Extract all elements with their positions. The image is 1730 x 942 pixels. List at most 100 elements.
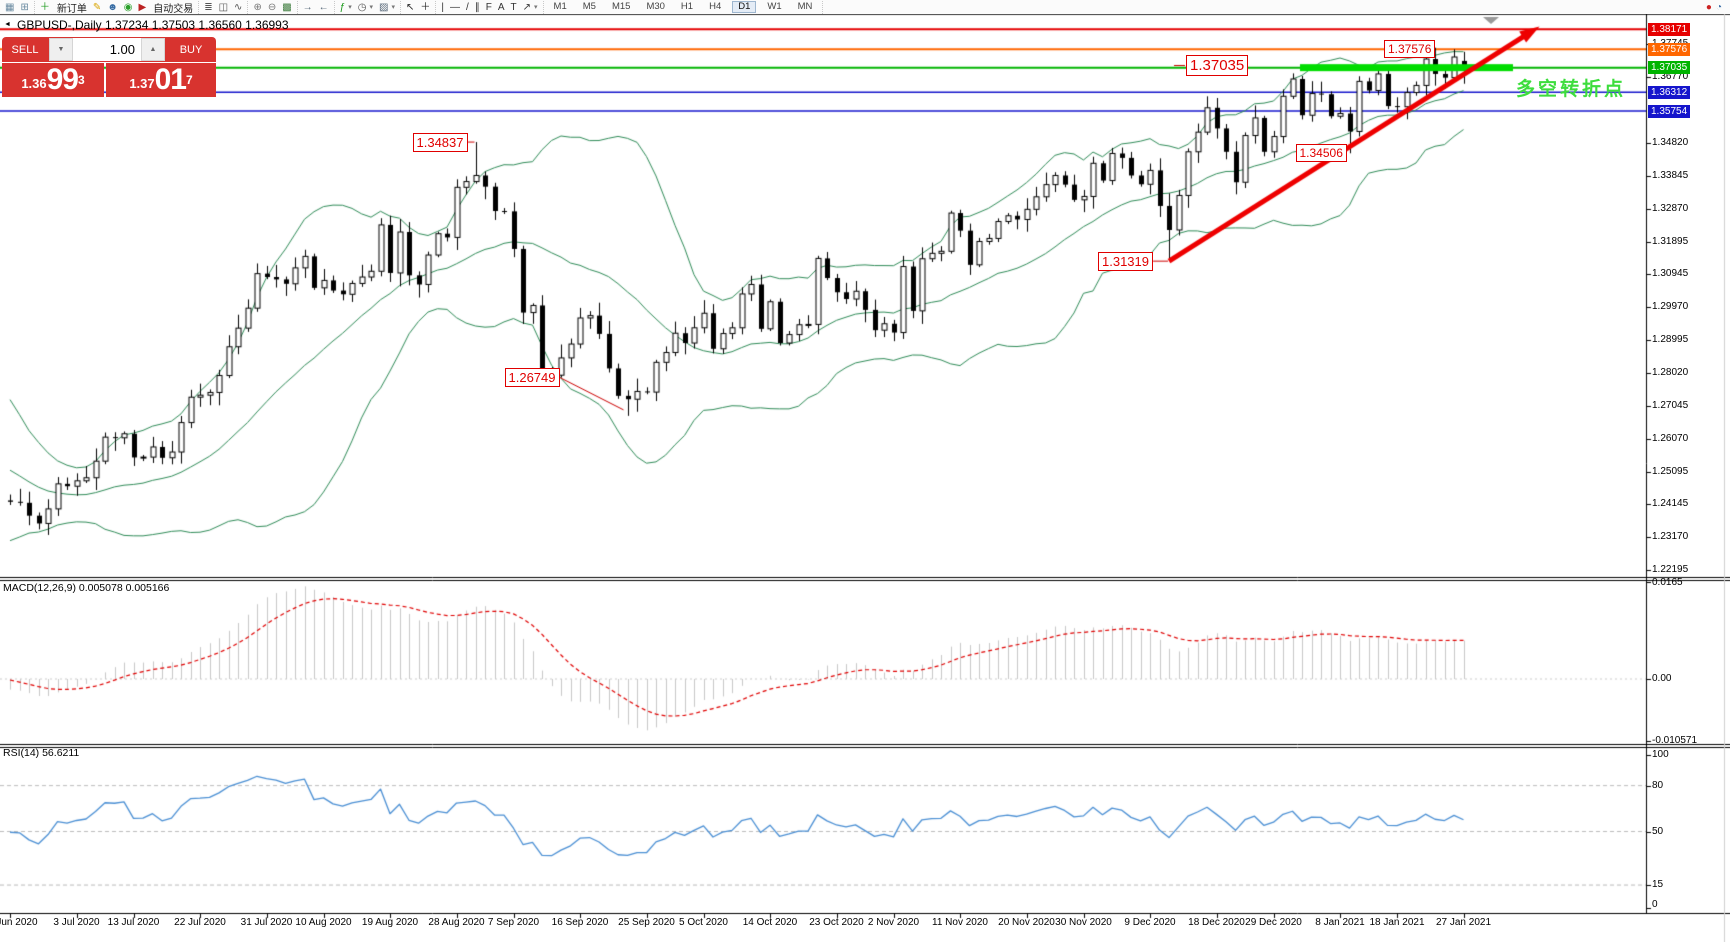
price-annotation-label[interactable]: 1.37035 bbox=[1186, 55, 1249, 76]
macd-axis-tick: 0.00 bbox=[1652, 673, 1672, 684]
volume-input[interactable]: 1.00 bbox=[109, 42, 135, 57]
timeframe-d1-button[interactable]: D1 bbox=[732, 1, 757, 13]
price-annotation-label[interactable]: 1.34837 bbox=[412, 132, 468, 152]
periods-caret[interactable]: ▾ bbox=[369, 4, 373, 11]
buy-price-pipette: 7 bbox=[186, 73, 193, 87]
vline-icon[interactable]: | bbox=[441, 1, 444, 13]
timeframe-m15-button[interactable]: M15 bbox=[611, 1, 631, 12]
rsi-axis-tick: 80 bbox=[1652, 779, 1664, 791]
time-axis-label: 14 Oct 2020 bbox=[742, 917, 798, 928]
time-axis-label: 5 Oct 2020 bbox=[679, 917, 728, 928]
price-line-label: 1.35754 bbox=[1648, 104, 1691, 118]
price-axis-tick: 1.29970 bbox=[1652, 300, 1689, 312]
time-axis-label: 22 Jul 2020 bbox=[174, 917, 226, 928]
buy-price-big: 01 bbox=[154, 63, 187, 96]
macd-indicator-label: MACD(12,26,9) 0.005078 0.005166 bbox=[3, 582, 170, 594]
market-watch-icon[interactable]: ⊞ bbox=[20, 1, 29, 13]
time-axis-label: 28 Aug 2020 bbox=[428, 917, 485, 928]
candlestick-chart-icon[interactable]: ◫ bbox=[218, 1, 229, 13]
bar-chart-icon[interactable]: ≣ bbox=[204, 1, 213, 13]
price-axis-tick: 1.26070 bbox=[1652, 432, 1689, 444]
mql-help-icon[interactable]: ◔ bbox=[1715, 1, 1722, 13]
time-axis-label: 27 Jan 2021 bbox=[1435, 917, 1492, 928]
crayon-icon[interactable]: ✎ bbox=[92, 1, 102, 13]
price-axis-tick: 1.34820 bbox=[1652, 136, 1689, 148]
chinese-annotation-text[interactable]: 多空转折点 bbox=[1516, 79, 1627, 100]
sell-price-prefix: 1.36 bbox=[21, 76, 47, 91]
arrows-icon[interactable]: ↗ bbox=[522, 1, 532, 13]
hline-icon[interactable]: — bbox=[449, 1, 460, 13]
new-order-label[interactable]: 新订单 bbox=[56, 3, 87, 15]
price-line-label: 1.37035 bbox=[1648, 61, 1691, 75]
timeframe-m1-button[interactable]: M1 bbox=[553, 1, 567, 12]
trendline-icon[interactable]: / bbox=[465, 1, 469, 13]
profile-icon[interactable]: ☻ bbox=[107, 1, 118, 13]
time-axis-label: 11 Nov 2020 bbox=[932, 917, 988, 928]
volume-spinner: ▼ 1.00 ▲ bbox=[48, 37, 166, 62]
price-axis-tick: 1.24145 bbox=[1652, 497, 1689, 509]
chart-shift-icon[interactable]: ← bbox=[318, 1, 329, 13]
tile-windows-icon[interactable]: ▩ bbox=[282, 1, 292, 13]
chart-window-icon[interactable]: ▦ bbox=[5, 1, 15, 13]
autotrade-label[interactable]: 自动交易 bbox=[153, 3, 194, 15]
price-axis-tick: 1.36770 bbox=[1652, 70, 1689, 82]
templates-icon[interactable]: ▨ bbox=[379, 1, 389, 13]
volume-up-button[interactable]: ▲ bbox=[141, 38, 165, 61]
line-chart-icon[interactable]: ∿ bbox=[234, 1, 243, 13]
price-axis-tick: 1.33845 bbox=[1652, 169, 1689, 181]
price-annotation-label[interactable]: 1.26749 bbox=[504, 367, 560, 387]
timeframe-h4-button[interactable]: H4 bbox=[709, 1, 722, 12]
time-axis-label: 20 Nov 2020 bbox=[998, 917, 1055, 928]
new-order-icon[interactable]: ＋ bbox=[39, 1, 50, 13]
price-axis-tick: 1.25095 bbox=[1652, 465, 1689, 477]
time-axis-label: 8 Jan 2021 bbox=[1315, 917, 1365, 928]
time-axis-label: 18 Jan 2021 bbox=[1369, 917, 1425, 928]
indicators-caret[interactable]: ▾ bbox=[348, 4, 352, 11]
buy-price-button[interactable]: 1.37 01 7 bbox=[106, 63, 216, 97]
auto-scroll-icon[interactable]: → bbox=[302, 1, 313, 13]
macd-axis-tick: -0.010571 bbox=[1652, 735, 1698, 747]
signal-icon[interactable]: ◉ bbox=[123, 1, 133, 13]
text-icon[interactable]: A bbox=[497, 1, 505, 13]
price-axis-tick: 1.32870 bbox=[1652, 202, 1689, 214]
time-axis-label: 10 Aug 2020 bbox=[295, 917, 352, 928]
price-axis-tick: 1.28020 bbox=[1652, 366, 1689, 378]
fibonacci-icon[interactable]: F bbox=[485, 1, 492, 13]
timeframe-mn-button[interactable]: MN bbox=[797, 1, 813, 12]
buy-price-prefix: 1.37 bbox=[129, 76, 155, 91]
zoom-in-icon[interactable]: ⊕ bbox=[253, 1, 262, 13]
price-annotation-label[interactable]: 1.37576 bbox=[1384, 40, 1436, 58]
one-click-trade-panel: SELL ▼ 1.00 ▲ BUY 1.36 99 3 1.37 01 7 bbox=[2, 37, 216, 97]
time-axis-label: 2 Nov 2020 bbox=[867, 917, 920, 928]
crosshair-icon[interactable]: ＋ bbox=[420, 1, 431, 13]
channel-icon[interactable]: ∥ bbox=[474, 1, 480, 13]
price-axis-tick: 1.30945 bbox=[1652, 267, 1689, 279]
sell-price-pipette: 3 bbox=[78, 73, 85, 87]
timeframe-m30-button[interactable]: M30 bbox=[646, 1, 665, 12]
arrows-caret[interactable]: ▾ bbox=[534, 4, 538, 11]
price-annotation-label[interactable]: 1.31319 bbox=[1098, 251, 1153, 271]
timeframe-w1-button[interactable]: W1 bbox=[767, 1, 782, 12]
timeframe-h1-button[interactable]: H1 bbox=[680, 1, 694, 12]
templates-caret[interactable]: ▾ bbox=[391, 4, 395, 11]
sell-price-button[interactable]: 1.36 99 3 bbox=[2, 63, 104, 97]
price-annotation-label[interactable]: 1.34506 bbox=[1295, 144, 1347, 163]
cursor-icon[interactable]: ↖ bbox=[405, 1, 415, 13]
price-axis-tick: 1.22195 bbox=[1652, 564, 1689, 575]
time-axis-label: 29 Dec 2020 bbox=[1245, 917, 1302, 928]
price-line-label: 1.38171 bbox=[1648, 22, 1691, 36]
rsi-axis-tick: 0 bbox=[1652, 899, 1658, 910]
community-icon[interactable]: ● bbox=[1705, 1, 1712, 13]
rsi-axis-tick: 15 bbox=[1652, 879, 1664, 891]
label-icon[interactable]: T bbox=[510, 1, 517, 13]
sell-button[interactable]: SELL bbox=[2, 37, 48, 62]
zoom-out-icon[interactable]: ⊖ bbox=[267, 1, 277, 13]
autotrade-icon[interactable]: ▶ bbox=[138, 1, 147, 13]
volume-down-button[interactable]: ▼ bbox=[49, 38, 73, 61]
time-axis-label: 19 Aug 2020 bbox=[361, 917, 419, 928]
buy-button[interactable]: BUY bbox=[166, 37, 216, 62]
periods-icon[interactable]: ◷ bbox=[357, 1, 367, 13]
timeframe-m5-button[interactable]: M5 bbox=[582, 1, 596, 12]
indicators-icon[interactable]: ƒ bbox=[339, 1, 346, 13]
